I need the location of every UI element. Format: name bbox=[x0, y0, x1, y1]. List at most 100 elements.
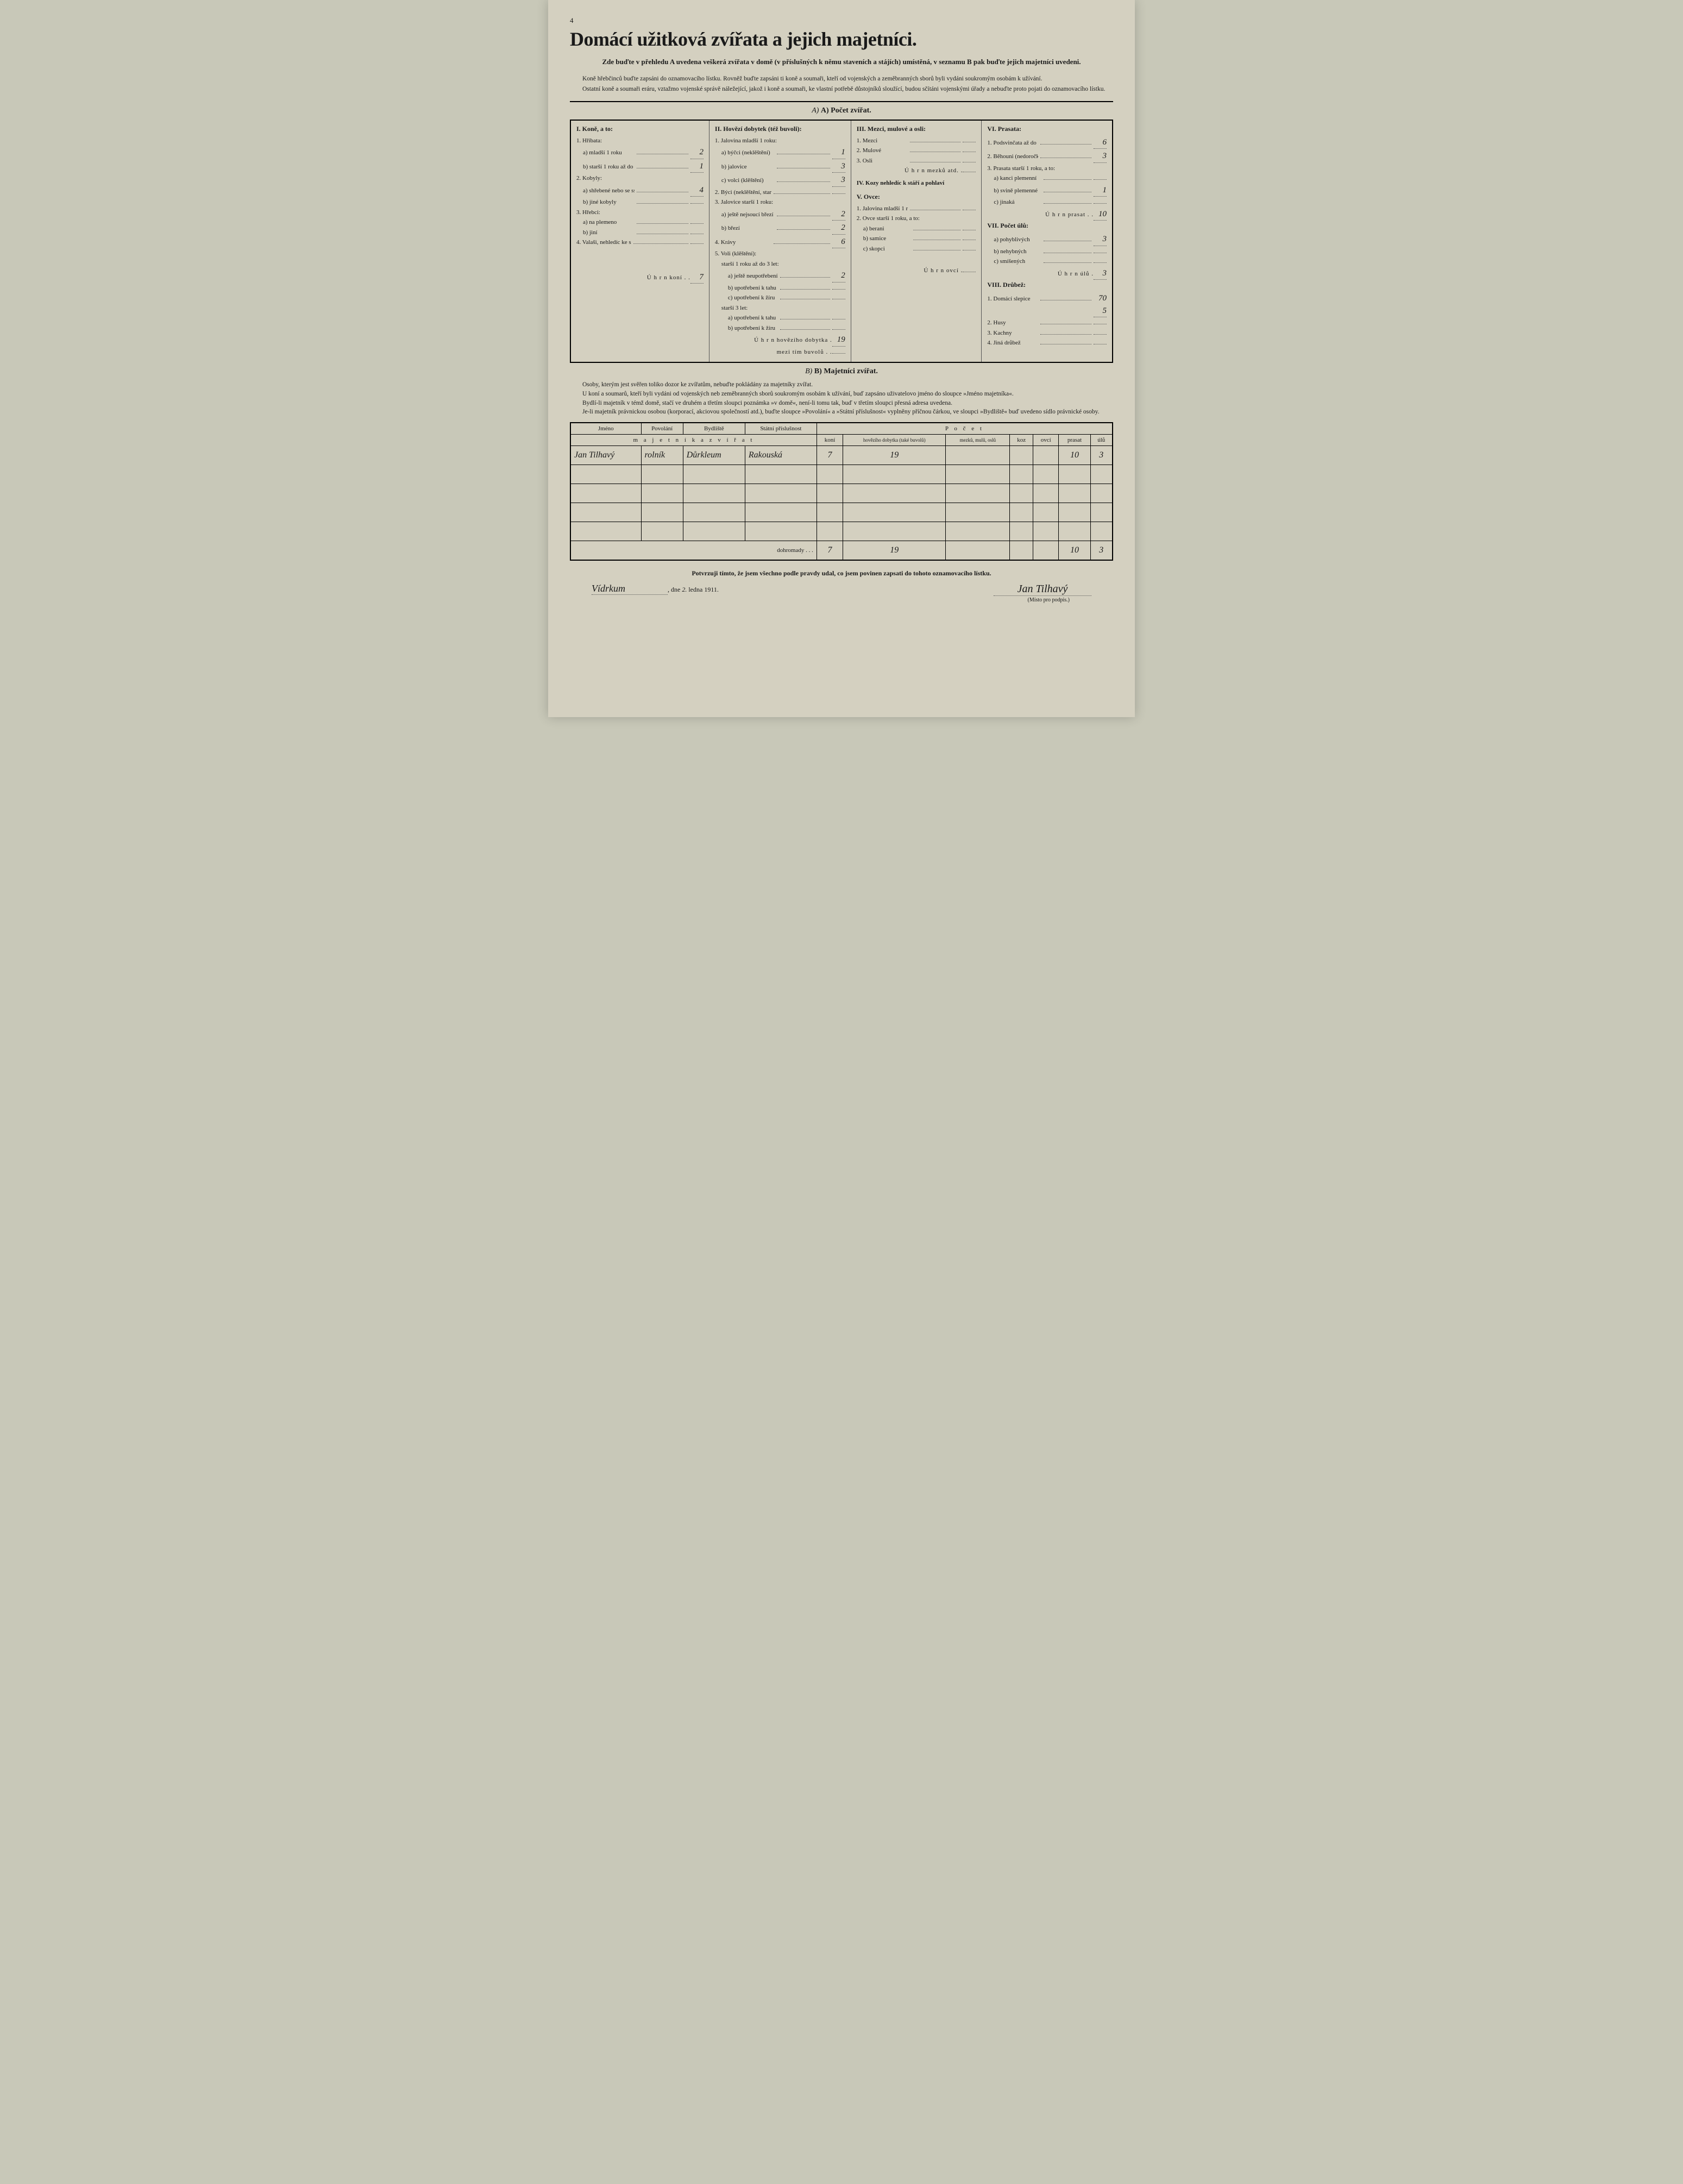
col4-head: VI. Prasata: bbox=[987, 125, 1107, 133]
th-bydliste: Bydliště bbox=[683, 423, 745, 435]
val bbox=[832, 329, 845, 330]
census-form-page: 4 Domácí užitková zvířata a jejich majet… bbox=[548, 0, 1135, 717]
th-majetnika: m a j e t n í k a z v í ř a t bbox=[570, 434, 817, 445]
lbl: Ú h r n ovcí . bbox=[857, 266, 963, 275]
cell-hov: 19 bbox=[843, 445, 946, 465]
lbl: c) jinaká bbox=[994, 198, 1041, 207]
cell-tot bbox=[1010, 541, 1033, 560]
section-a-header: A) A) Počet zvířat. bbox=[570, 106, 1113, 115]
cell-tot: 7 bbox=[817, 541, 843, 560]
val-total: 7 bbox=[690, 271, 704, 284]
lbl: starší 1 roku až do 3 let: bbox=[721, 260, 845, 269]
cell-ulu: 3 bbox=[1090, 445, 1113, 465]
section-a-label: A) Počet zvířat. bbox=[821, 106, 871, 115]
lbl: starší 3 let: bbox=[721, 304, 845, 313]
val bbox=[1094, 334, 1107, 335]
th-mez: mezků, mulů, oslů bbox=[946, 434, 1010, 445]
lbl: mezi tím buvolů . . bbox=[715, 348, 832, 357]
cell-pras: 10 bbox=[1059, 445, 1090, 465]
lbl: b) jiné kobyly bbox=[583, 198, 635, 207]
table-row bbox=[570, 465, 1113, 484]
lbl: 4. Jiná drůbež bbox=[987, 338, 1038, 348]
val bbox=[690, 223, 704, 224]
cell-stat: Rakouská bbox=[745, 445, 817, 465]
table-row bbox=[570, 484, 1113, 503]
lbl: 5. Voli (klěštění): bbox=[715, 249, 845, 259]
val: 6 bbox=[832, 236, 845, 249]
subtitle: Zde buďte v přehledu A uvedena veškerá z… bbox=[570, 57, 1113, 67]
lbl: a) mladší 1 roku bbox=[583, 148, 635, 158]
lbl: a) na plemeno bbox=[583, 218, 635, 227]
lbl: b) březí bbox=[721, 224, 775, 233]
lbl: a) ještě neupotřebení k tahu nebo k žíru bbox=[728, 272, 778, 281]
signature-caption: (Místo pro podpis.) bbox=[570, 597, 1113, 603]
table-a: I. Koně, a to: 1. Hříbata: a) mladší 1 r… bbox=[570, 120, 1113, 363]
lbl: 3. Prasata starší 1 roku, a to: bbox=[987, 164, 1107, 173]
val bbox=[1094, 179, 1107, 180]
place: Vídrkum bbox=[592, 583, 668, 595]
lbl: 3. Kachny bbox=[987, 329, 1038, 338]
lbl: a) ještě nejsoucí březí bbox=[721, 210, 775, 219]
val: 3 bbox=[832, 160, 845, 173]
lbl: a) kanci plemenní bbox=[994, 174, 1041, 183]
secb-p4: Je-li majetník právnickou osobou (korpor… bbox=[570, 407, 1113, 417]
lbl: Ú h r n hovězího dobytka . bbox=[715, 336, 832, 345]
cell-tot: 19 bbox=[843, 541, 946, 560]
lbl: 1. Hříbata: bbox=[576, 136, 704, 146]
page-title: Domácí užitková zvířata a jejich majetní… bbox=[570, 28, 1113, 51]
lbl: b) upotřebení k žíru bbox=[728, 324, 778, 333]
secb-p1: Osoby, kterým jest svěřen toliko dozor k… bbox=[570, 380, 1113, 390]
val: 2 bbox=[832, 269, 845, 283]
lbl: 2. Běhouni (nedoročkové) až do 1 roku bbox=[987, 152, 1038, 161]
table-row: Jan Tilhavý rolník Důrkleum Rakouská 7 1… bbox=[570, 445, 1113, 465]
col4-head8: VIII. Drůbež: bbox=[987, 281, 1107, 289]
cell-tot bbox=[1033, 541, 1059, 560]
lbl: 1. Jalovina mladší 1 roku: bbox=[715, 136, 845, 146]
cell-mez bbox=[946, 445, 1010, 465]
val bbox=[1094, 262, 1107, 263]
lbl: 2. Kobyly: bbox=[576, 174, 704, 183]
val: 3 bbox=[832, 174, 845, 187]
lbl: 1. Podsvinčata až do 3 měsíců bbox=[987, 139, 1038, 148]
th-stat: Státní příslušnost bbox=[745, 423, 817, 435]
lbl: Ú h r n úlů . bbox=[987, 269, 1094, 279]
val-total: 10 bbox=[1094, 208, 1107, 221]
val bbox=[832, 193, 845, 194]
val: 1 bbox=[1094, 184, 1107, 197]
lbl: 3. Hřebci: bbox=[576, 208, 704, 217]
col-hovezi: II. Hovězí dobytek (též buvoli): 1. Jalo… bbox=[709, 121, 851, 362]
val-total: 3 bbox=[1094, 267, 1107, 280]
lbl: 2. Husy bbox=[987, 318, 1038, 328]
lbl: b) starší 1 roku až do uží­vání jich k p… bbox=[583, 162, 635, 172]
lbl: Ú h r n prasat . . bbox=[987, 210, 1094, 219]
section-b-label: B) Majetníci zvířat. bbox=[814, 367, 878, 375]
table-row-total: dohromady . . . 7 19 10 3 bbox=[570, 541, 1113, 560]
lbl: c) smíšených bbox=[994, 257, 1041, 266]
val: 705 bbox=[1094, 292, 1107, 317]
col2-head: II. Hovězí dobytek (též buvoli): bbox=[715, 125, 845, 133]
table-b: Jméno Povolání Bydliště Státní příslušno… bbox=[570, 422, 1113, 561]
th-ovci: ovcí bbox=[1033, 434, 1059, 445]
lbl: b) svině plemenné bbox=[994, 186, 1041, 196]
val bbox=[690, 243, 704, 244]
lbl: 4. Krávy bbox=[715, 238, 771, 247]
val: 3 bbox=[1094, 233, 1107, 246]
cell-pov: rolník bbox=[641, 445, 683, 465]
lbl: 2. Ovce starší 1 roku, a to: bbox=[857, 214, 976, 223]
th-pocet: P o č e t bbox=[817, 423, 1113, 435]
col3-head: III. Mezci, mulové a osli: bbox=[857, 125, 976, 133]
signature-row: Vídrkum, dne 2. ledna 1911. Jan Tilhavý bbox=[570, 583, 1113, 596]
val: 1 bbox=[690, 160, 704, 173]
page-number: 4 bbox=[570, 16, 1113, 25]
lbl: a) shřebené nebo se ssají­cími hříbaty bbox=[583, 186, 635, 196]
lbl: b) samice bbox=[863, 234, 911, 243]
col3-head4: IV. Kozy nehledíc k stáří a po­hlaví bbox=[857, 180, 944, 186]
signature: Jan Tilhavý bbox=[994, 583, 1091, 596]
lbl: 1. Domácí slepice bbox=[987, 294, 1038, 304]
val bbox=[832, 353, 845, 354]
secb-p2: U koní a soumarů, kteří byli vydáni od v… bbox=[570, 390, 1113, 399]
place-date: Vídrkum, dne 2. ledna 1911. bbox=[592, 583, 719, 596]
section-b-header: B) B) Majetníci zvířat. bbox=[570, 367, 1113, 376]
lbl: 2. Býci (neklěštění, starší 1 roku) bbox=[715, 188, 771, 197]
signature-block: Jan Tilhavý bbox=[994, 583, 1091, 596]
